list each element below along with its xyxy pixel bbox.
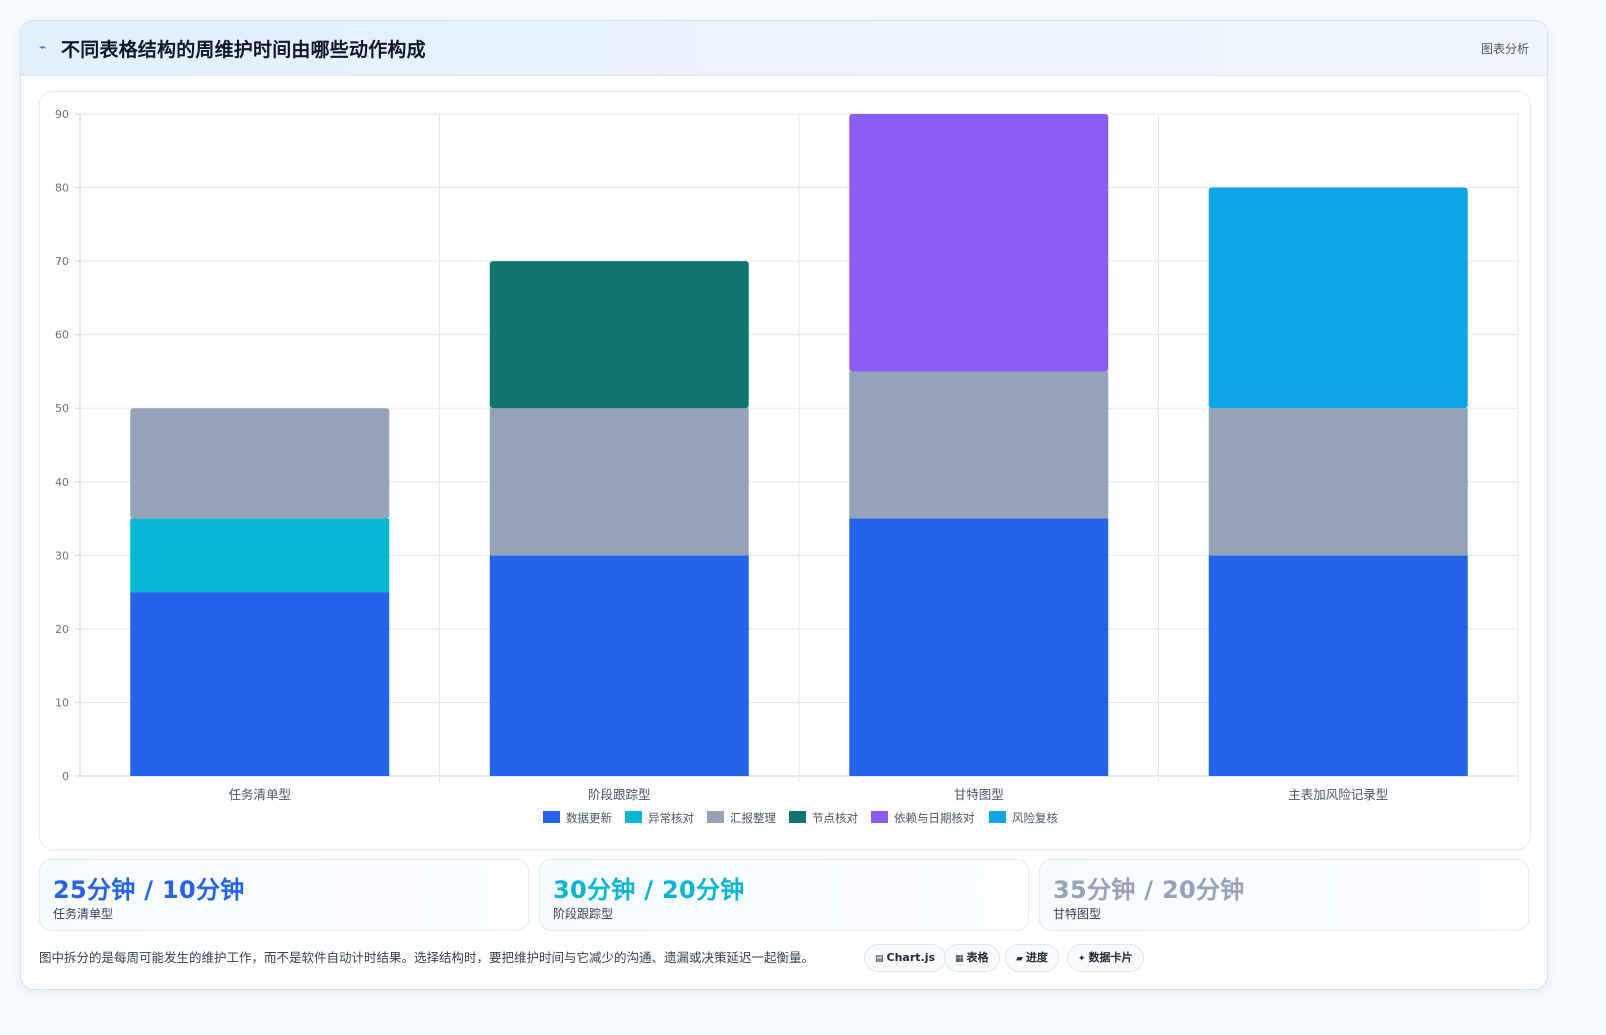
legend-label: 汇报整理: [730, 811, 776, 825]
stat-label: 任务清单型: [53, 907, 114, 921]
y-tick-label: 20: [55, 623, 69, 636]
bar-segment: [130, 518, 390, 593]
stat-value: 30分钟 / 20分钟: [553, 876, 745, 904]
y-tick-label: 60: [55, 329, 69, 342]
bar-segment: [1208, 408, 1468, 556]
stat-card-gantt: 35分钟 / 20分钟 甘特图型: [1039, 859, 1529, 931]
tag-chartjs[interactable]: ▤ Chart.js: [864, 944, 947, 972]
stat-card-task-list: 25分钟 / 10分钟 任务清单型: [39, 859, 529, 931]
legend-label: 风险复核: [1012, 811, 1058, 825]
y-tick-label: 70: [55, 255, 69, 268]
legend-swatch: [707, 811, 724, 823]
legend-swatch: [871, 811, 888, 823]
bar-segment: [130, 592, 390, 776]
x-tick-label: 主表加风险记录型: [1288, 787, 1388, 802]
stat-label: 甘特图型: [1053, 907, 1102, 921]
stacked-bar-chart: 0 10 20 30 40 50 60 70 80 90 任务清单型 阶段跟踪型 甘特图型 主表加风险记录…: [55, 108, 1519, 825]
tag-progress[interactable]: ▰ 进度: [1005, 944, 1059, 972]
y-tick-label: 0: [62, 770, 69, 783]
sparkle-icon: ✦: [1078, 954, 1086, 964]
table-icon: ▦: [955, 954, 964, 964]
stat-value: 25分钟 / 10分钟: [53, 876, 245, 904]
legend-label: 数据更新: [566, 811, 612, 825]
stat-card-stage-tracking: 30分钟 / 20分钟 阶段跟踪型: [539, 859, 1029, 931]
bar-segment: [849, 518, 1109, 776]
chart-card: ⌁ 不同表格结构的周维护时间由哪些动作构成 图表分析 0 10 20 30 40 50 60…: [20, 20, 1548, 990]
progress-icon: ▰: [1016, 954, 1023, 964]
legend-swatch: [625, 811, 642, 823]
tag-data-card[interactable]: ✦ 数据卡片: [1067, 944, 1144, 972]
bar-segment: [489, 408, 749, 556]
tag-label: 数据卡片: [1088, 951, 1133, 964]
legend-label: 节点核对: [812, 811, 858, 825]
page-title: 不同表格结构的周维护时间由哪些动作构成: [61, 39, 426, 61]
bar-segment: [849, 114, 1109, 372]
bar-segment: [130, 408, 390, 519]
bar-segment: [489, 261, 749, 409]
tag-label: 表格: [966, 951, 989, 964]
bar-segment: [1208, 187, 1468, 409]
y-tick-label: 40: [55, 476, 69, 489]
x-tick-label: 任务清单型: [228, 787, 291, 802]
legend-swatch: [989, 811, 1006, 823]
legend-swatch: [789, 811, 806, 823]
y-tick-label: 80: [55, 182, 69, 195]
legend-swatch: [543, 811, 560, 823]
footnote: 图中拆分的是每周可能发生的维护工作，而不是软件自动计时结果。选择结构时，要把维护…: [39, 950, 815, 965]
tag-table[interactable]: ▦ 表格: [944, 944, 1000, 972]
y-tick-label: 50: [55, 402, 69, 415]
y-tick-label: 30: [55, 549, 69, 562]
tag-label: Chart.js: [886, 951, 936, 964]
stat-cards: 25分钟 / 10分钟 任务清单型 30分钟 / 20分钟 阶段跟踪型 35分钟…: [39, 859, 1529, 931]
stat-value: 35分钟 / 20分钟: [1053, 876, 1245, 904]
bar-segment: [1208, 555, 1468, 776]
card-header: ⌁ 不同表格结构的周维护时间由哪些动作构成 图表分析: [21, 21, 1547, 76]
bar-segment: [849, 371, 1109, 519]
y-tick-label: 10: [55, 696, 69, 709]
legend-label: 异常核对: [648, 811, 694, 825]
chart-icon: ▤: [875, 954, 884, 964]
bar-segment: [489, 555, 749, 776]
chart-container: 0 10 20 30 40 50 60 70 80 90 任务清单型 阶段跟踪型 甘特图型 主表加风险记录…: [39, 91, 1531, 850]
legend-label: 依赖与日期核对: [894, 811, 975, 825]
chart-analysis-badge: 图表分析: [1480, 42, 1529, 56]
y-tick-label: 90: [55, 108, 69, 121]
tag-label: 进度: [1025, 951, 1048, 964]
stat-label: 阶段跟踪型: [553, 907, 614, 921]
trend-icon: ⌁: [39, 40, 47, 54]
x-tick-label: 甘特图型: [954, 787, 1004, 802]
x-tick-label: 阶段跟踪型: [588, 787, 651, 802]
